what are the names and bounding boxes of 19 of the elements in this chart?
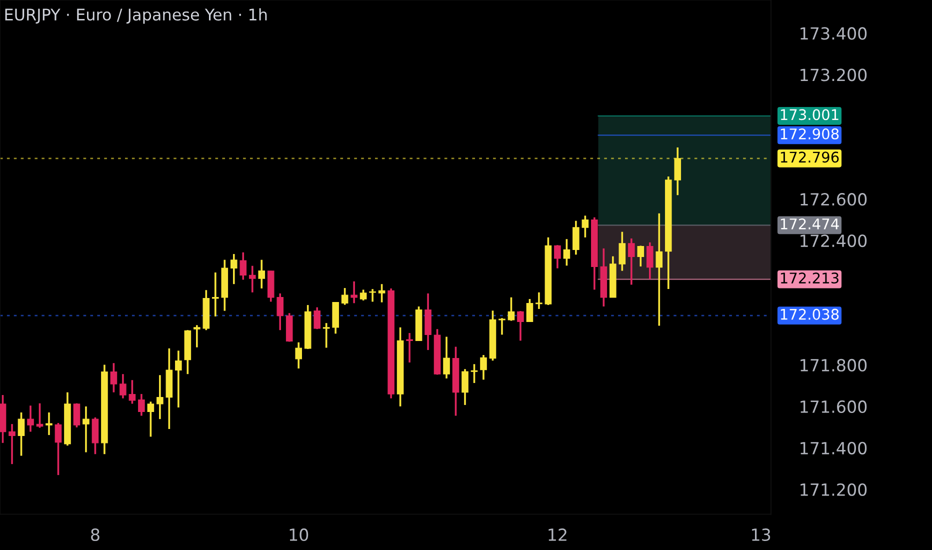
y-tick-label: 171.800 [800,358,867,372]
ref-line-label: 172.038 [780,308,839,320]
x-tick-label: 12 [548,528,566,541]
ref-line-label: 172.908 [780,128,839,140]
ref-line-label: 172.213 [780,272,838,284]
x-tick-label: 13 [752,528,770,542]
y-tick-label: 171.200 [800,483,867,496]
y-tick-label: 172.600 [800,193,867,206]
y-tick-label: 171.600 [800,400,867,413]
text: EURJPY · Euro / Japanese Yen · 1h [5,8,267,24]
ref-line-label: 172.796 [780,152,839,163]
y-tick-label: 172.400 [800,234,867,248]
ref-line-label: 172.474 [780,218,839,230]
x-tick-label: 8 [91,528,100,542]
y-tick-label: 171.400 [800,442,867,454]
y-tick-label: 173.200 [800,68,867,82]
ref-line-label: 173.001 [780,109,838,120]
y-tick-label: 173.400 [800,27,867,40]
x-tick-label: 10 [290,528,308,542]
